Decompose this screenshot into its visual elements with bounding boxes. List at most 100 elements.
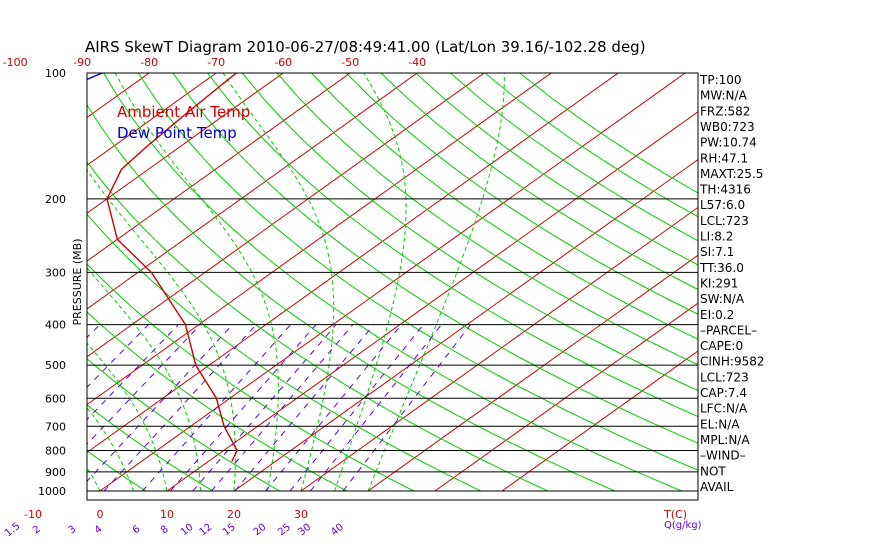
mixing-ratio-tick-label: 15 <box>221 522 238 539</box>
index-label: LCL:723 <box>700 214 749 228</box>
mixing-ratio-line <box>0 325 40 491</box>
mixing-ratio-unit-label: Q(g/kg) <box>664 520 702 531</box>
moist-adiabat-line <box>87 169 236 492</box>
y-axis-label: PRESSURE (MB) <box>71 239 84 326</box>
mixing-ratio-tick-label: 4 <box>93 524 105 537</box>
pressure-tick-label: 900 <box>45 466 66 479</box>
dry-adiabat-line <box>345 73 698 315</box>
mixing-ratio-line <box>103 324 257 492</box>
index-label: –WIND– <box>700 449 746 463</box>
isotherm-line <box>87 73 284 214</box>
isotherm-line <box>501 350 698 492</box>
isotherm-line <box>0 73 15 491</box>
index-label: RH:47.1 <box>700 151 748 165</box>
mixing-ratio-line <box>87 324 233 483</box>
trace-layer <box>87 73 238 462</box>
isotherm-line <box>99 73 686 492</box>
pressure-tick-label: 100 <box>45 67 66 80</box>
top-temp-tick-label: -60 <box>274 56 292 69</box>
index-label: EI:0.2 <box>700 308 734 322</box>
dry-adiabat-line <box>241 73 698 391</box>
bottom-temp-tick-label: 20 <box>227 508 241 521</box>
mixing-ratio-line <box>87 324 179 421</box>
mixing-ratio-tick-label: 12 <box>198 522 215 539</box>
legend-air-temp: Ambient Air Temp <box>117 103 250 121</box>
index-label: MW:N/A <box>700 89 748 103</box>
mixing-ratio-line <box>211 324 354 492</box>
dry-adiabat-line <box>276 73 698 366</box>
mixing-ratio-line <box>265 324 402 492</box>
mixing-ratio-tick-label: 25 <box>276 522 293 539</box>
index-label: LCL:723 <box>700 370 749 384</box>
dry-adiabat-line <box>87 213 482 492</box>
dry-adiabat-line <box>519 73 698 194</box>
top-temp-tick-label: -40 <box>408 56 426 69</box>
moist-adiabat-line <box>367 73 505 492</box>
index-label: SW:N/A <box>700 292 745 306</box>
dry-adiabat-line <box>87 450 147 492</box>
dry-adiabat-line <box>87 404 214 492</box>
index-label: CINH:9582 <box>700 355 765 369</box>
dry-adiabat-line <box>380 73 698 291</box>
isotherm-line <box>0 73 82 491</box>
index-label: KI:291 <box>700 276 738 290</box>
mixing-ratio-line <box>192 324 337 492</box>
index-label: MPL:N/A <box>700 433 750 447</box>
mixing-ratio-tick-label: 40 <box>329 522 346 539</box>
index-label: –PARCEL– <box>700 323 757 337</box>
dry-adiabat-line <box>87 263 415 492</box>
index-label: TH:4316 <box>699 183 751 197</box>
isotherm-line <box>434 302 698 492</box>
mixing-ratio-line <box>170 324 317 492</box>
temp-unit-label: T(C) <box>663 508 687 521</box>
isotherm-line <box>87 73 552 406</box>
moist-adiabat-line <box>114 73 279 492</box>
dry-adiabat-line <box>103 73 683 492</box>
legend-dew-point: Dew Point Temp <box>117 124 237 142</box>
pressure-tick-label: 500 <box>45 359 66 372</box>
mixing-ratio-tick-label: 20 <box>252 522 269 539</box>
dry-adiabat-line <box>87 160 549 492</box>
mixing-ratio-tick-label: 1.5 <box>3 521 22 539</box>
label-layer: 1002003004005006007008009001000-50-40-30… <box>3 56 765 539</box>
dry-adiabat-line <box>87 104 616 492</box>
mixing-ratio-line <box>87 324 201 445</box>
isobar-layer <box>87 198 698 492</box>
isotherm-line <box>87 73 619 454</box>
pressure-tick-label: 700 <box>45 420 66 433</box>
dry-adiabat-line <box>87 311 348 492</box>
mixing-ratio-line <box>141 324 292 492</box>
top-temp-tick-label: -50 <box>341 56 359 69</box>
pressure-tick-label: 300 <box>45 266 66 279</box>
chart-legend: Ambient Air Temp Dew Point Temp <box>117 103 250 142</box>
index-label: CAPE:0 <box>700 339 743 353</box>
grid-layer <box>0 73 698 492</box>
index-label: LI:8.2 <box>700 230 733 244</box>
mixing-ratio-tick-label: 6 <box>131 524 143 537</box>
bottom-temp-tick-label: -10 <box>24 508 42 521</box>
dry-adiabat-line <box>415 73 698 266</box>
isotherm-line <box>367 254 698 492</box>
moist-adiabat-line <box>222 73 335 492</box>
index-label: L57:6.0 <box>700 198 745 212</box>
mixing-ratio-tick-label: 30 <box>296 522 313 539</box>
mixing-ratio-tick-label: 10 <box>179 522 196 539</box>
index-label: EL:N/A <box>700 417 740 431</box>
moist-adiabat-line <box>87 342 168 492</box>
mixing-ratio-line <box>87 324 149 388</box>
isotherm-line <box>233 158 698 492</box>
pressure-tick-label: 400 <box>45 319 66 332</box>
mixing-ratio-tick-label: 2 <box>31 524 43 537</box>
top-temp-tick-label: -100 <box>3 56 28 69</box>
mixing-ratio-line <box>310 324 442 492</box>
air-temp-trace <box>106 73 238 462</box>
pressure-tick-label: 200 <box>45 193 66 206</box>
isotherm-line <box>87 73 217 166</box>
dry-adiabat-line <box>450 73 698 242</box>
isotherm-line <box>87 73 485 358</box>
index-label: AVAIL <box>700 480 734 494</box>
moist-adiabat-line <box>334 73 407 492</box>
mixing-ratio-tick-label: 8 <box>159 524 171 537</box>
